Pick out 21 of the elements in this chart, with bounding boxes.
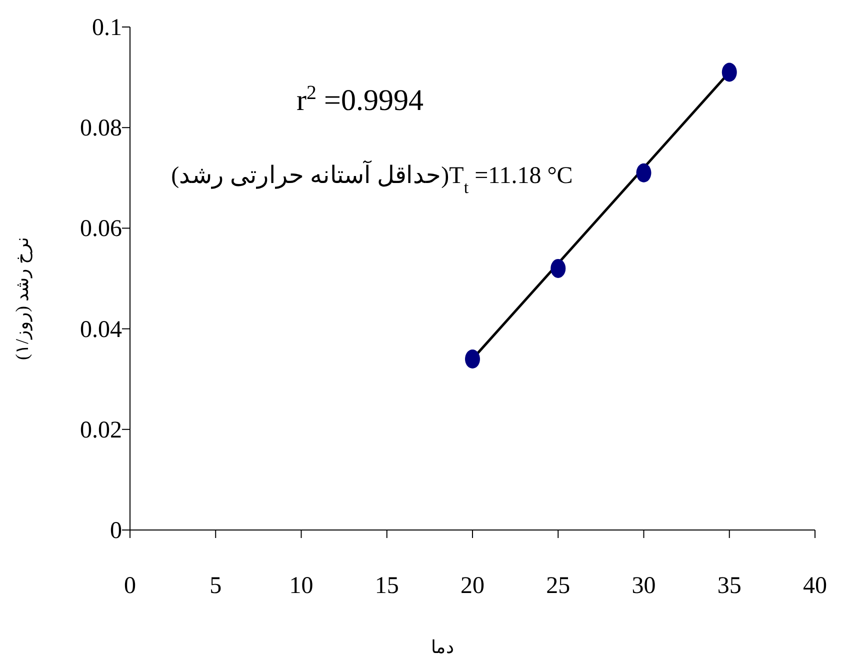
- y-tick-label: 0.08: [80, 116, 122, 142]
- x-axis-title: دما: [431, 637, 454, 657]
- point: [636, 163, 652, 182]
- point: [465, 349, 480, 368]
- x-tick-label: 40: [803, 573, 827, 599]
- x-tick-label: 30: [632, 573, 656, 599]
- y-tick-label: 0.02: [80, 417, 122, 444]
- x-tick-label: 10: [289, 573, 314, 599]
- point: [550, 258, 566, 278]
- y-tick-label: 0.06: [80, 216, 122, 242]
- y-tick-label: 0: [110, 518, 122, 544]
- y-axis-title: نرخ رشد (روز/۱): [12, 237, 33, 360]
- y-tick-label: 0.1: [92, 15, 122, 41]
- point: [722, 62, 737, 82]
- x-tick-label: 5: [210, 573, 222, 599]
- x-tick-label: 15: [374, 573, 399, 599]
- annotation: r$^{2}$ =0.9994: [296, 82, 424, 117]
- x-tick-label: 35: [717, 573, 742, 599]
- x-tick-label: 25: [546, 573, 570, 599]
- y-tick-label: 0.04: [80, 316, 122, 343]
- x-tick-label: 20: [460, 573, 484, 599]
